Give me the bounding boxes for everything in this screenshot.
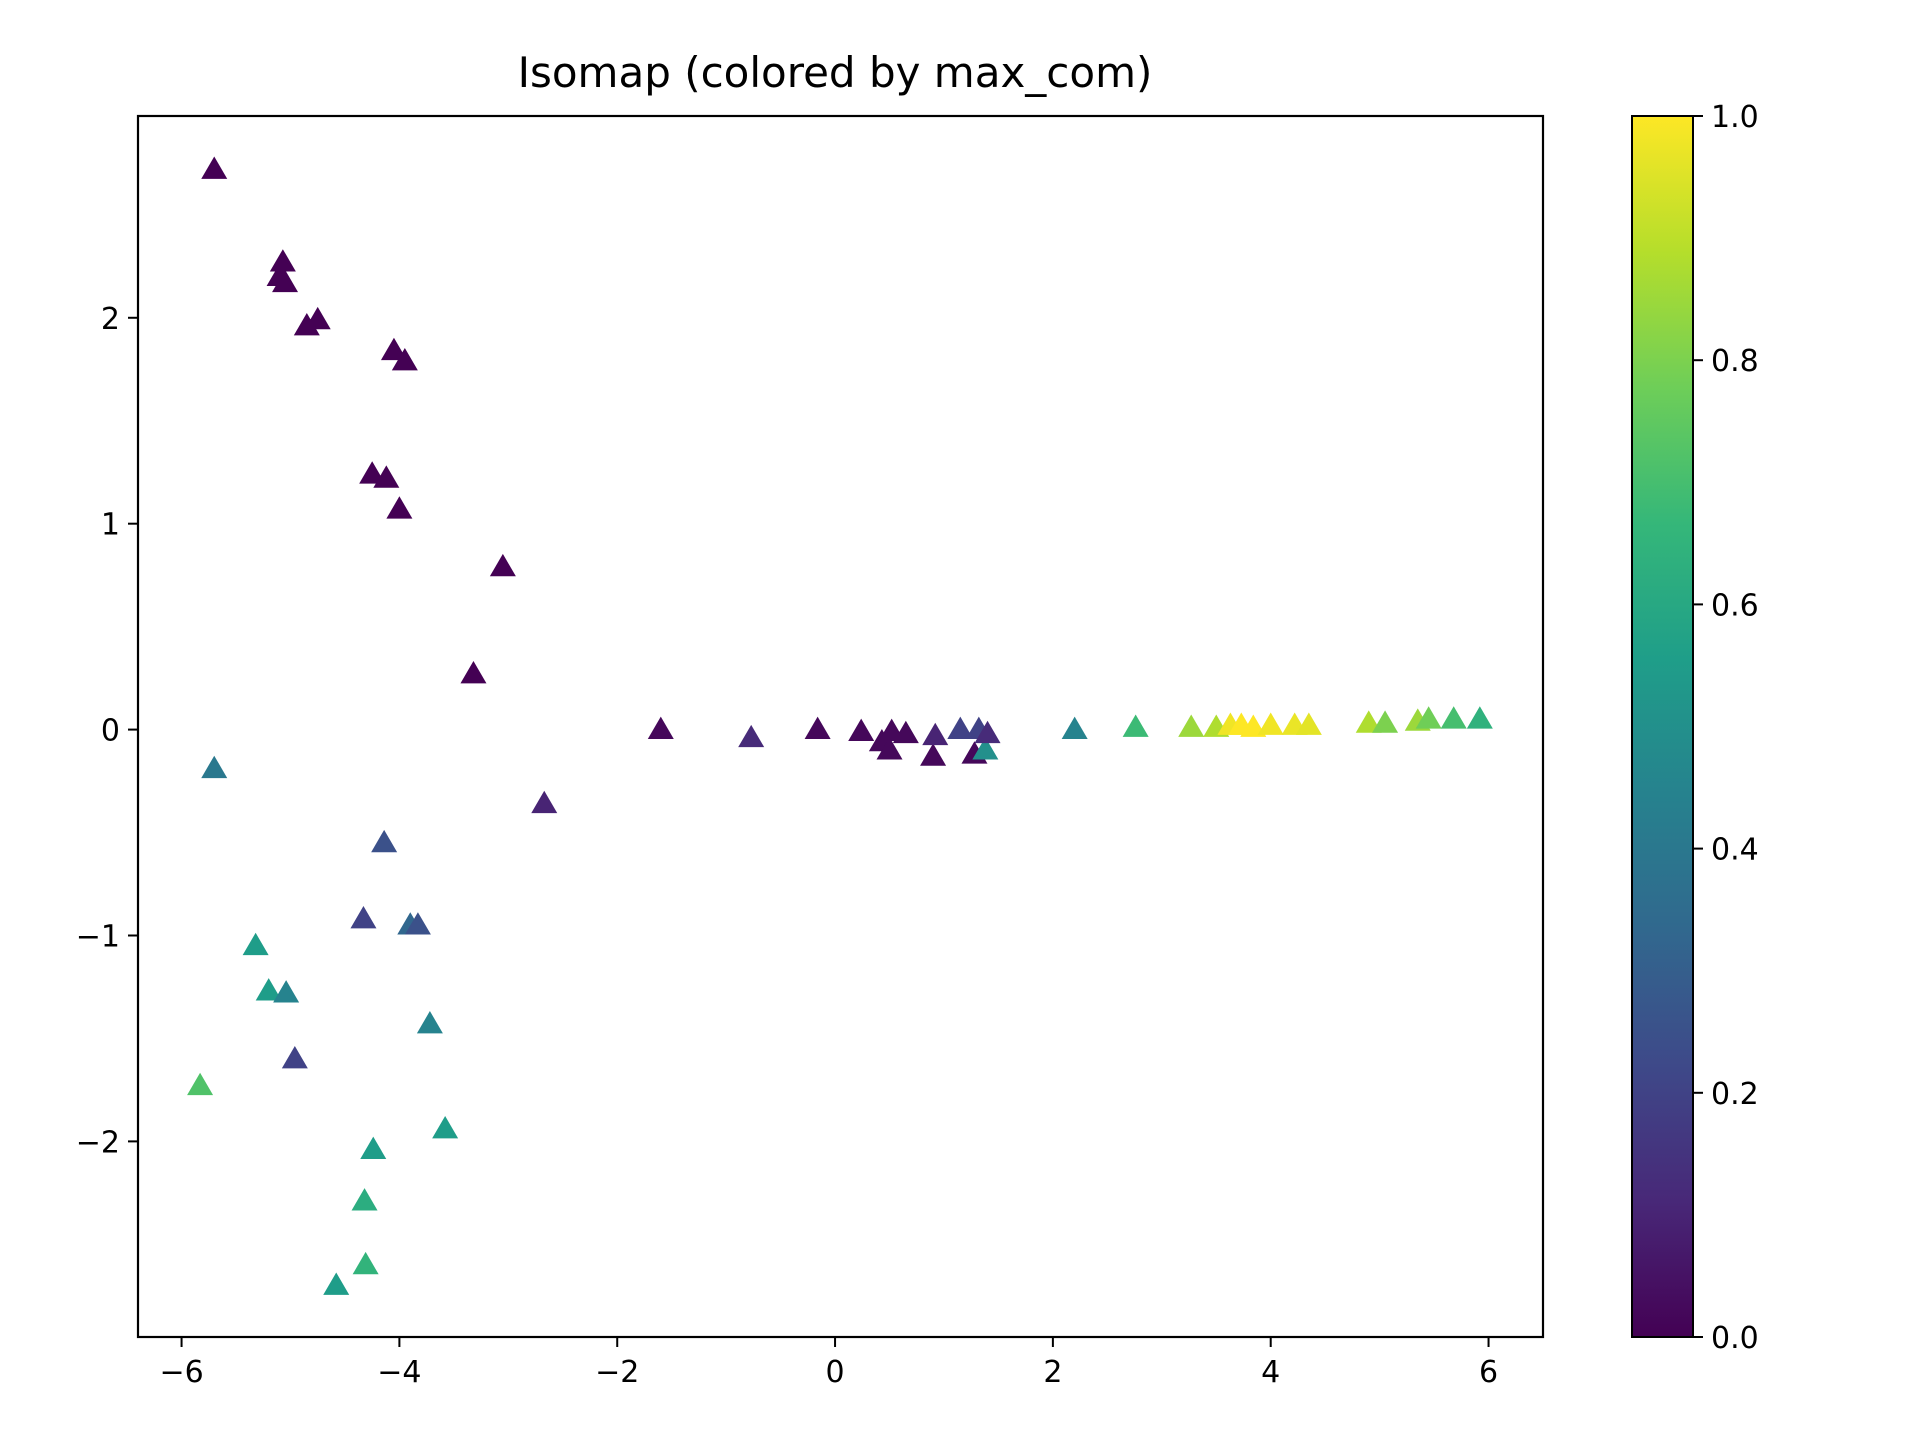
scatter-point bbox=[404, 912, 431, 935]
scatter-point bbox=[255, 978, 282, 1001]
scatter-point bbox=[1415, 706, 1442, 729]
scatter-point bbox=[281, 1046, 308, 1069]
scatter-point bbox=[201, 156, 228, 179]
scatter-point bbox=[460, 660, 487, 684]
scatter-point bbox=[531, 790, 558, 814]
colorbar-tick-label: 0.0 bbox=[1711, 1321, 1759, 1356]
scatter-point bbox=[416, 1011, 443, 1034]
scatter-point bbox=[360, 1136, 387, 1159]
scatter-point bbox=[1466, 706, 1493, 729]
scatter-point bbox=[359, 461, 386, 484]
scatter-point bbox=[1440, 706, 1467, 729]
colorbar-tick-label: 0.6 bbox=[1711, 588, 1759, 623]
scatter-point bbox=[804, 716, 831, 739]
scatter-point bbox=[272, 269, 299, 293]
scatter-point bbox=[738, 724, 765, 748]
colorbar-tick-label: 1.0 bbox=[1711, 100, 1759, 135]
x-tick-label: −6 bbox=[159, 1355, 203, 1390]
scatter-point bbox=[1178, 714, 1205, 737]
x-tick-label: 0 bbox=[826, 1355, 845, 1390]
scatter-point bbox=[1257, 712, 1284, 735]
scatter-point bbox=[351, 1188, 378, 1211]
scatter-point bbox=[432, 1116, 459, 1139]
scatter-point bbox=[201, 755, 228, 779]
x-tick-label: −4 bbox=[377, 1355, 421, 1390]
scatter-point bbox=[1372, 710, 1399, 733]
scatter-point bbox=[352, 1251, 379, 1275]
scatter-point bbox=[1061, 716, 1088, 739]
y-axis: −2 −1 0 1 2 bbox=[76, 302, 138, 1160]
scatter-point bbox=[922, 722, 949, 746]
colorbar-tick-label: 0.8 bbox=[1711, 344, 1759, 379]
scatter-point bbox=[371, 829, 398, 853]
x-tick-label: 6 bbox=[1479, 1355, 1498, 1390]
scatter-point bbox=[1295, 712, 1322, 735]
scatter-point bbox=[892, 720, 919, 744]
scatter-point bbox=[269, 249, 296, 272]
scatter-point bbox=[380, 337, 407, 361]
x-tick-label: 2 bbox=[1043, 1355, 1062, 1390]
scatter-point bbox=[647, 716, 674, 739]
scatter-point bbox=[293, 313, 320, 336]
scatter-point bbox=[273, 980, 300, 1003]
colorbar-tick-label: 0.4 bbox=[1711, 833, 1759, 868]
colorbar-tick-label: 0.2 bbox=[1711, 1077, 1759, 1112]
x-tick-label: 4 bbox=[1261, 1355, 1280, 1390]
scatter-point bbox=[848, 718, 875, 742]
y-tick-label: 1 bbox=[101, 508, 120, 543]
scatter-points bbox=[187, 156, 1493, 1295]
colorbar bbox=[1631, 115, 1694, 1338]
scatter-point bbox=[323, 1272, 350, 1295]
plot-frame bbox=[136, 114, 1545, 1339]
colorbar-axis: 0.0 0.2 0.4 0.6 0.8 1.0 bbox=[1693, 100, 1759, 1356]
scatter-point bbox=[350, 906, 377, 929]
scatter-point bbox=[391, 348, 418, 371]
scatter-point bbox=[876, 737, 903, 760]
x-axis: −6 −4 −2 0 2 4 6 bbox=[159, 1337, 1498, 1390]
x-tick-label: −2 bbox=[595, 1355, 639, 1390]
y-tick-label: −2 bbox=[76, 1125, 120, 1160]
scatter-point bbox=[1122, 714, 1149, 737]
scatter-point bbox=[1355, 710, 1382, 733]
scatter-point bbox=[947, 716, 974, 739]
y-tick-label: −1 bbox=[76, 919, 120, 954]
chart-title: Isomap (colored by max_com) bbox=[518, 48, 1153, 97]
y-tick-label: 0 bbox=[101, 714, 120, 749]
scatter-point bbox=[373, 465, 400, 488]
scatter-point bbox=[489, 553, 516, 577]
scatter-point bbox=[386, 496, 413, 519]
scatter-point bbox=[974, 720, 1001, 744]
y-tick-label: 2 bbox=[101, 302, 120, 337]
scatter-point bbox=[972, 737, 999, 760]
scatter-point bbox=[242, 932, 269, 956]
scatter-point bbox=[187, 1072, 214, 1096]
scatter-point bbox=[920, 743, 947, 766]
